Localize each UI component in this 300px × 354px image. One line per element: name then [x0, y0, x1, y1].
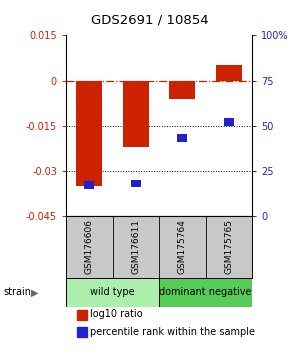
Text: GSM176611: GSM176611: [131, 219, 140, 274]
Text: GSM175765: GSM175765: [224, 219, 233, 274]
Text: GSM176606: GSM176606: [85, 219, 94, 274]
Text: ▶: ▶: [31, 287, 38, 297]
Text: GDS2691 / 10854: GDS2691 / 10854: [91, 13, 209, 27]
Text: log10 ratio: log10 ratio: [90, 309, 143, 319]
Bar: [169, 80, 195, 98]
Bar: [77, 310, 87, 320]
Bar: [76, 80, 102, 186]
Text: dominant negative: dominant negative: [159, 287, 252, 297]
Bar: [84, 181, 94, 189]
Text: strain: strain: [3, 287, 31, 297]
Bar: [224, 118, 234, 126]
Bar: [159, 278, 252, 307]
Text: GSM175764: GSM175764: [178, 219, 187, 274]
Bar: [130, 179, 141, 187]
Text: wild type: wild type: [90, 287, 135, 297]
Bar: [216, 65, 242, 80]
Bar: [77, 327, 87, 337]
Bar: [177, 135, 188, 142]
Bar: [123, 80, 148, 147]
Text: percentile rank within the sample: percentile rank within the sample: [90, 327, 255, 337]
Bar: [66, 278, 159, 307]
